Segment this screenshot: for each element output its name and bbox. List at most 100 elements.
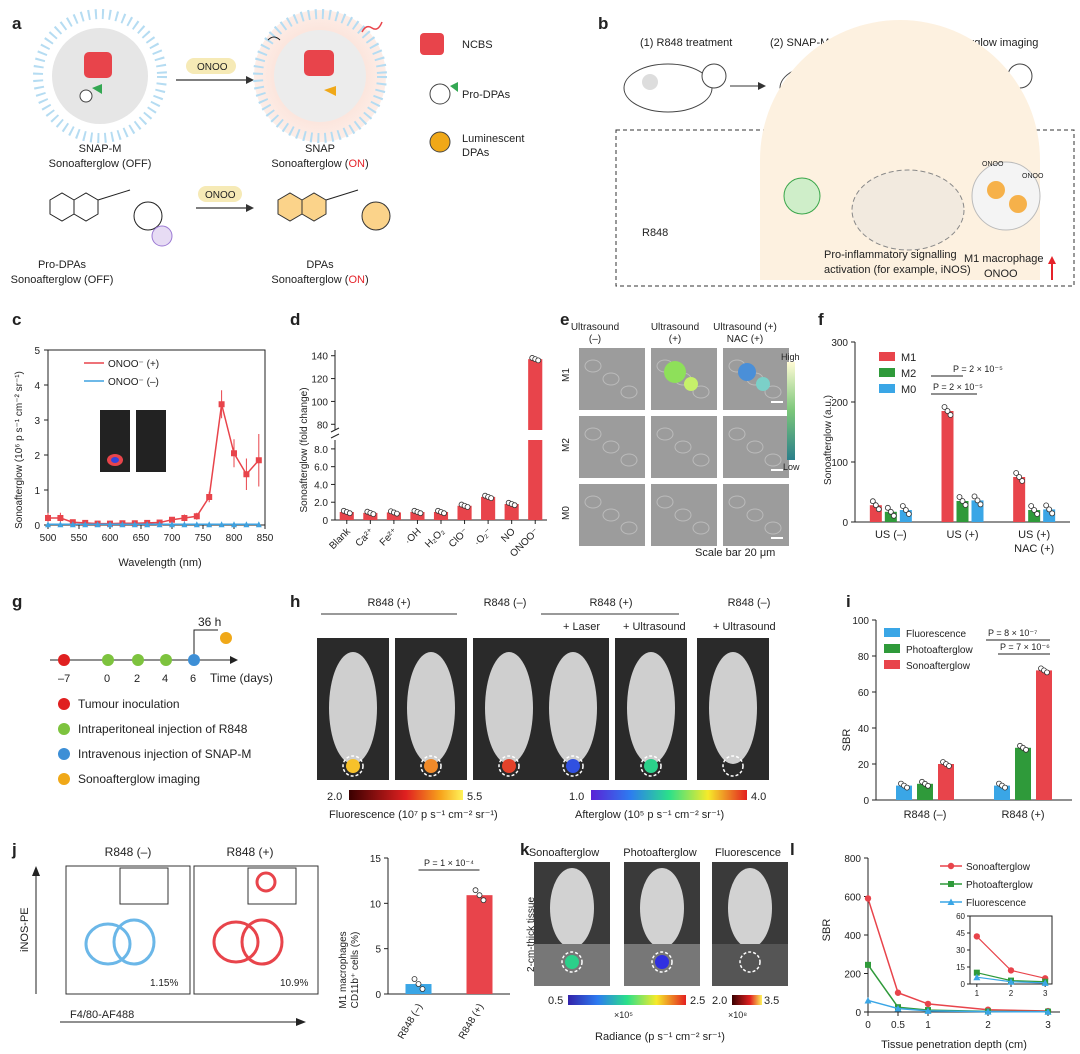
f-dot: [1031, 507, 1038, 513]
c-point: [255, 457, 262, 464]
d-ytick-label: 6.0: [314, 463, 328, 474]
e-cell: [656, 495, 674, 509]
e-cell: [692, 521, 710, 535]
e-cell: [656, 427, 674, 441]
legend-prodpa: Pro-DPAs: [462, 89, 511, 101]
f-pvalue: P = 2 × 10⁻⁵: [953, 364, 1003, 374]
c-ytick-label: 4: [34, 381, 40, 392]
d-xtick-label: ClO⁻: [447, 526, 471, 550]
i-ylabel: SBR: [841, 729, 853, 752]
b-activation: activation (for example, iNOS): [824, 264, 971, 276]
e-cell: [692, 453, 710, 467]
panel-a-schematic: ONOO NCBS Pro-DPAs Luminescent DPAs SNAP…: [11, 9, 524, 286]
d-bar: [363, 512, 378, 520]
l-inset-ytick-label: 30: [956, 946, 965, 955]
j-dot: [415, 981, 422, 987]
f-legend-label: M1: [901, 352, 916, 364]
snapm-state: Sonoafterglow (OFF): [49, 158, 152, 170]
d-bar: [339, 512, 354, 520]
b-step-1: (1) R848 treatment: [640, 37, 732, 49]
l-inset-xtick-label: 3: [1043, 989, 1048, 998]
l-inset-ytick-label: 15: [956, 963, 965, 972]
k-r1-exp: ×10⁵: [614, 1010, 633, 1020]
k-radiance-label: Radiance (p s⁻¹ cm⁻² sr⁻¹): [595, 1031, 725, 1043]
l-xtick-label: 3: [1045, 1020, 1051, 1031]
h-ag-colorbar: [591, 790, 747, 800]
l-inset-point: [973, 933, 981, 940]
c-point: [243, 521, 250, 528]
f-bar: [884, 511, 897, 522]
e-cell: [602, 372, 620, 386]
g-legend-1: Intraperitoneal injection of R848: [78, 722, 248, 736]
chart-l: SBR Tissue penetration depth (cm) 020040…: [821, 854, 1060, 1051]
i-bar: [1036, 670, 1052, 800]
d-dot: [441, 510, 447, 517]
l-ytick-label: 800: [844, 854, 861, 865]
f-ylabel: Sonoafterglow (a.u.): [823, 395, 834, 485]
b-m1: M1 macrophage: [964, 253, 1044, 265]
d-xtick-label: Fe²⁺: [378, 526, 400, 548]
e-micrograph: [651, 484, 717, 546]
c-point: [181, 521, 188, 528]
j-pct-neg: 1.15%: [150, 978, 178, 989]
f-dot: [890, 512, 897, 519]
panel-label-f: f: [818, 310, 824, 329]
h-mouse-body: [549, 652, 597, 764]
i-legend-label: Photoafterglow: [906, 645, 973, 656]
d-break: [330, 427, 340, 433]
panel-j: R848 (–) R848 (+) 1.15% 10.9% iNOS-PE F4…: [19, 845, 510, 1041]
g-dot-r848-4: [160, 654, 172, 666]
e-micrograph: [579, 348, 645, 410]
c-xtick-label: 500: [40, 533, 57, 544]
d-dot: [488, 495, 495, 501]
e-cell: [692, 385, 710, 399]
e-signal: [664, 361, 686, 383]
l-point: [864, 895, 872, 902]
e-low: Low: [783, 462, 800, 472]
e-cell: [746, 508, 764, 522]
e-col3: Ultrasound (+): [713, 322, 777, 333]
f-dot: [971, 493, 978, 500]
j-ytick-label: 0: [375, 990, 381, 1001]
l-point: [984, 1008, 992, 1015]
snap-state: Sonoafterglow (ON): [271, 158, 368, 170]
ncbs-icon: [84, 52, 112, 78]
i-legend-swatch: [884, 660, 900, 669]
i-legend-swatch: [884, 628, 900, 637]
e-col3b: NAC (+): [727, 334, 763, 345]
h-sub-laser: + Laser: [563, 621, 600, 633]
j-flow-neg: 1.15%: [65, 865, 191, 995]
j-ytick-label: 15: [370, 854, 382, 865]
d-ytick-label: 120: [311, 375, 328, 386]
i-legend-label: Fluorescence: [906, 629, 966, 640]
chart-f: Sonoafterglow (a.u.) 0 100 200 300 US (–) US …: [823, 338, 1070, 555]
dpa-label: DPAs: [306, 259, 334, 271]
g-tick-2: 2: [134, 673, 140, 685]
h-ag-max: 4.0: [751, 791, 766, 803]
h-signal-spot: [346, 759, 360, 773]
l-inset-point: [1041, 979, 1049, 986]
f-dot: [1034, 511, 1041, 517]
c-legend-label: ONOO⁻ (–): [108, 377, 159, 388]
panel-label-d: d: [290, 310, 301, 329]
j-pvalue: P = 1 × 10⁻⁴: [424, 858, 474, 868]
panel-h-images: R848 (+) R848 (–) R848 (+) R848 (–) + La…: [317, 597, 776, 821]
e-signal: [684, 377, 698, 391]
g-time-label: Time (days): [210, 671, 273, 685]
i-ytick-label: 80: [858, 652, 870, 663]
c-xtick-label: 600: [102, 533, 119, 544]
chart-c: Sonoafterglow (10⁶ p s⁻¹ cm⁻² sr⁻¹) Wave…: [14, 346, 274, 569]
l-xtick-label: 1: [925, 1020, 931, 1031]
panel-b-schematic: (1) R848 treatment (2) SNAP-M injection …: [615, 20, 1075, 287]
h-fl-max: 5.5: [467, 791, 482, 803]
c-point: [57, 515, 64, 521]
i-ytick-label: 60: [858, 688, 870, 699]
g-legend-0: Tumour inoculation: [78, 697, 180, 711]
svg-text:ONOO: ONOO: [1022, 173, 1044, 180]
f-ytick-label: 300: [831, 338, 848, 349]
j-title-neg: R848 (–): [105, 845, 152, 859]
k-signal-spot: [655, 955, 669, 969]
c-point: [144, 521, 151, 528]
g-tick-neg7: –7: [58, 673, 70, 685]
h-roi-circle: [562, 755, 584, 777]
